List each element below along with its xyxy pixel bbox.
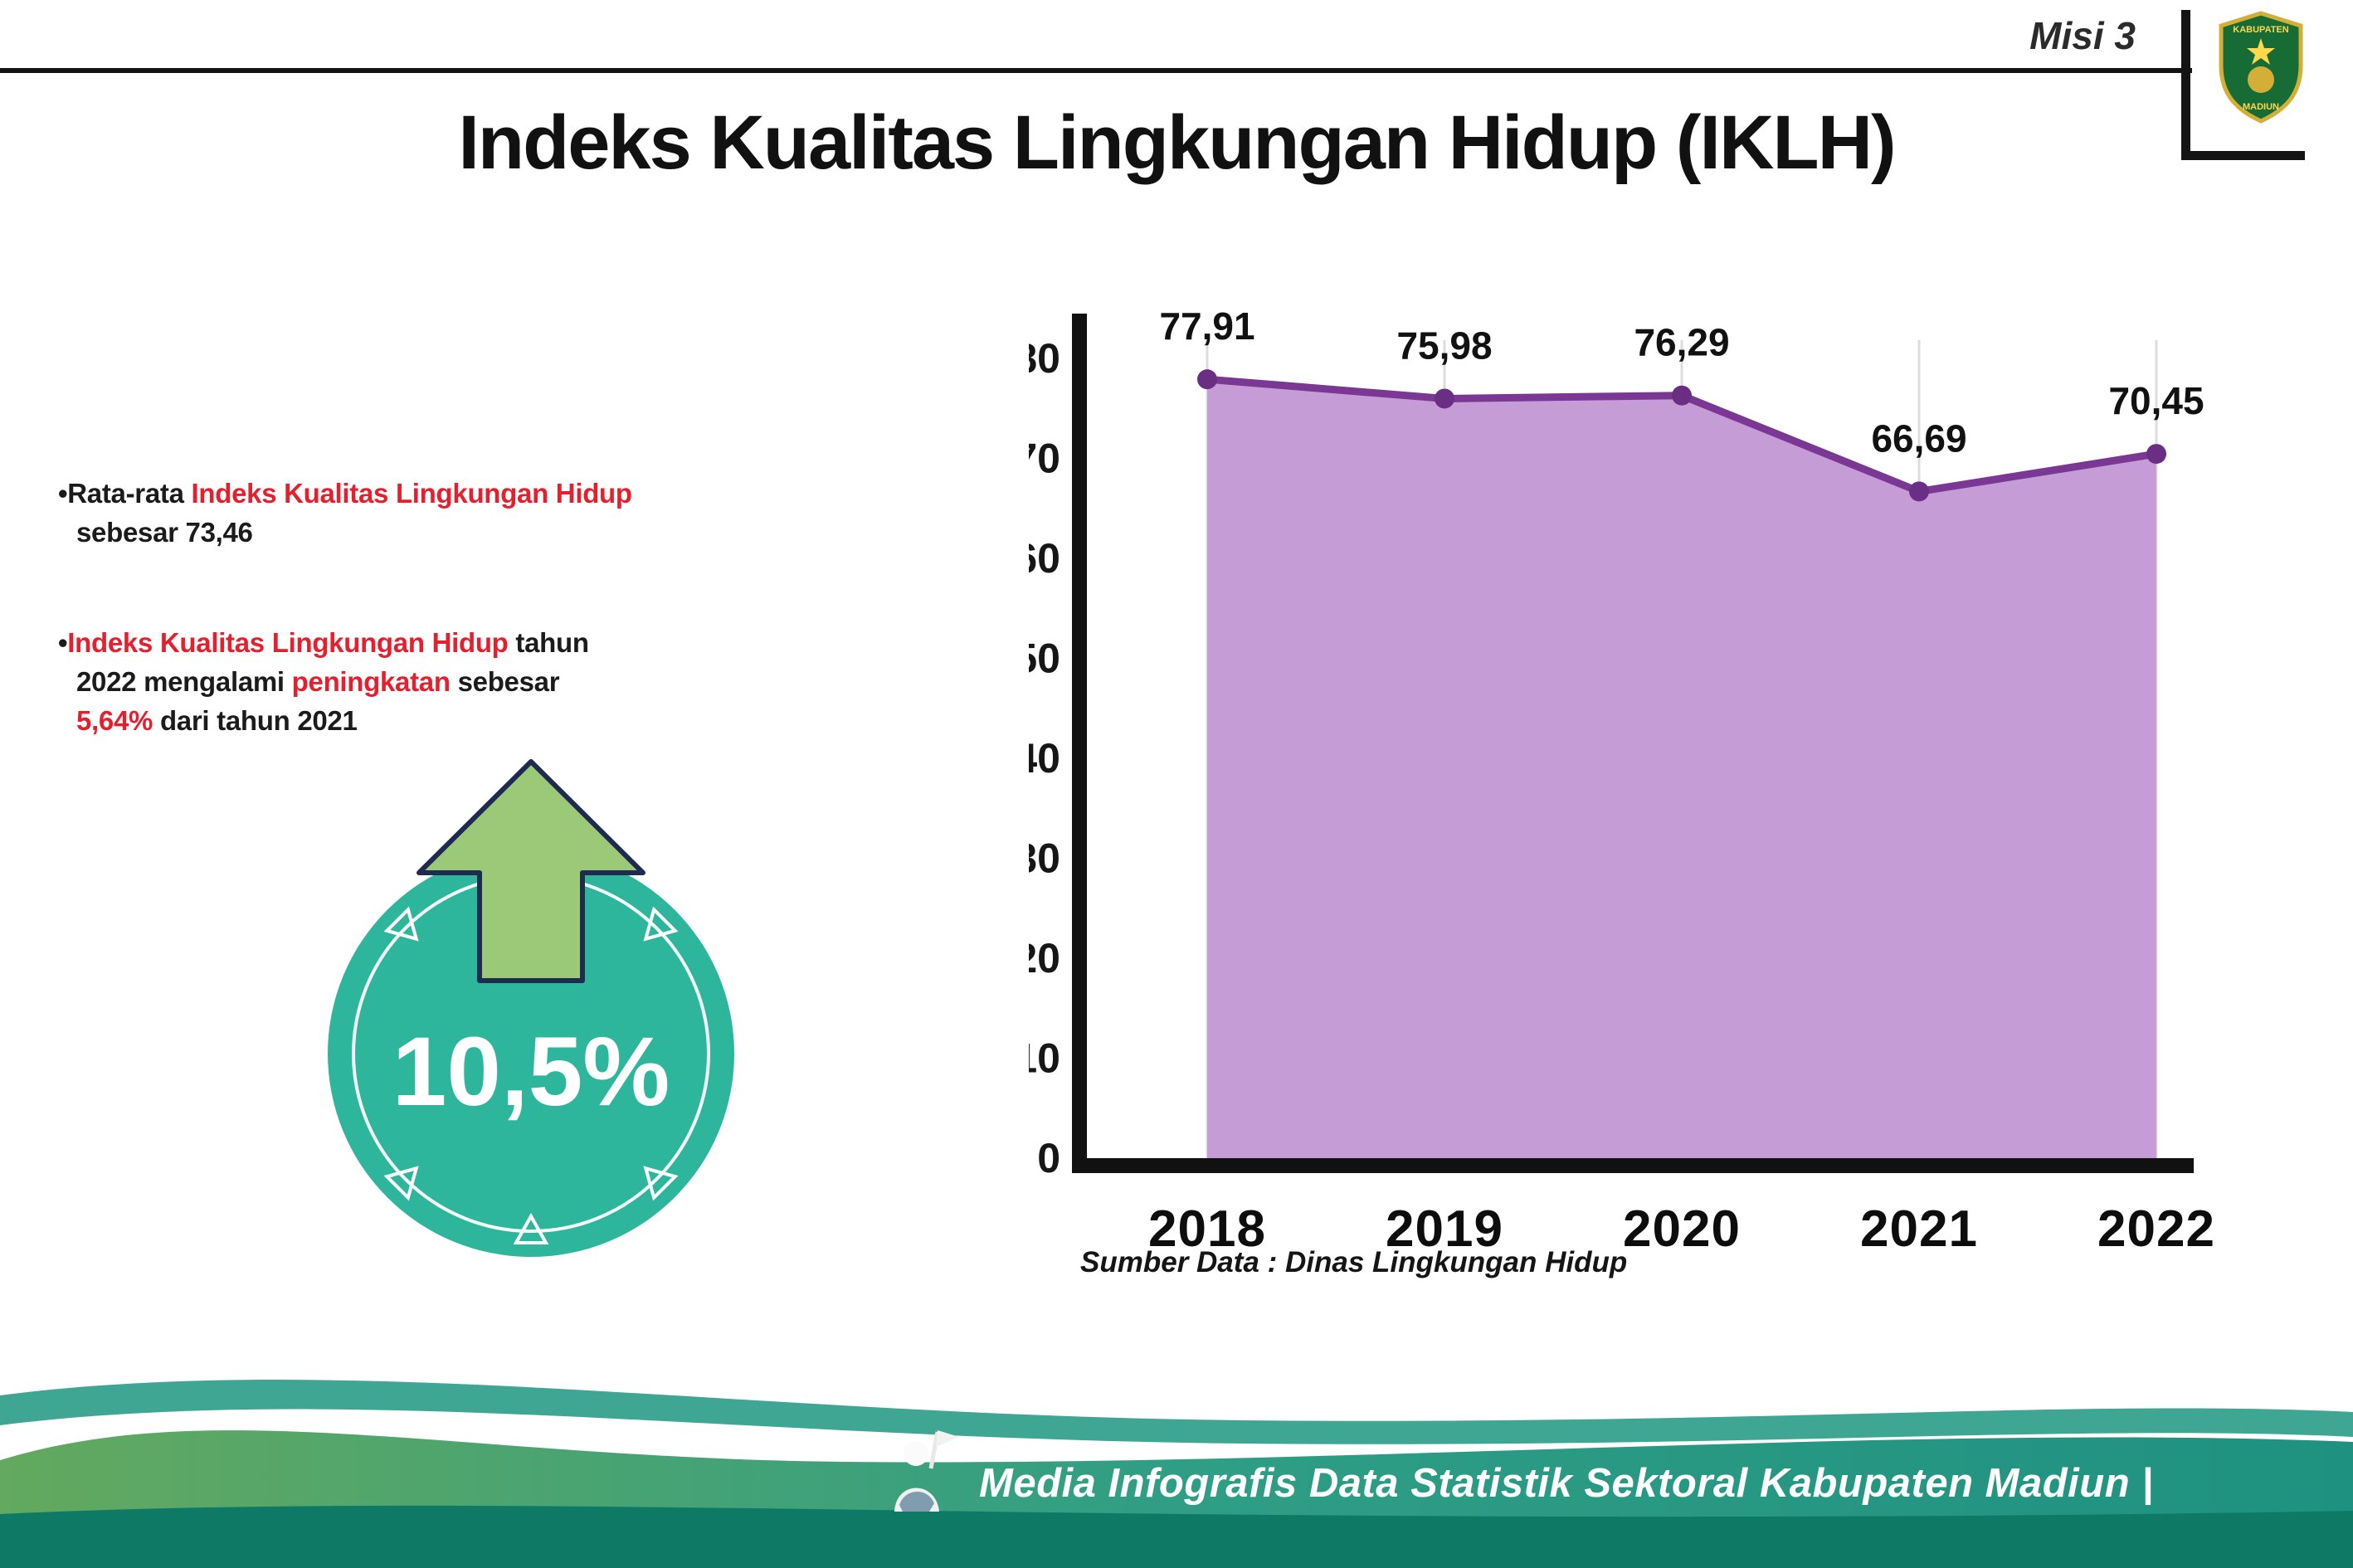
badge-percentage-value: 10,5%: [392, 1017, 670, 1127]
x-tick-label: 2018: [1148, 1200, 1266, 1258]
value-label: 66,69: [1871, 416, 1966, 460]
up-arrow-icon: [417, 759, 645, 983]
x-axis: [1072, 1158, 2194, 1173]
mascot-head: [904, 1441, 928, 1466]
bullet2-highlight-2: peningkatan: [291, 665, 451, 697]
coat-of-arms-icon: KABUPATEN MADIUN: [2219, 11, 2303, 124]
x-tick-label: 2019: [1386, 1200, 1503, 1258]
footer-credit: Media Infografis Data Statistik Sektoral…: [979, 1461, 2154, 1506]
data-point: [1435, 388, 1454, 409]
x-tick-label: 2022: [2097, 1200, 2215, 1258]
tick-triangle-icon: [383, 906, 419, 942]
mascot-icon: [894, 1430, 959, 1512]
bullet2-highlight-1: Indeks Kualitas Lingkungan Hidup: [67, 627, 509, 658]
emblem-center: [2248, 66, 2274, 93]
misi-label: Misi 3: [2029, 14, 2136, 57]
bullet2-text-3: dari tahun 2021: [153, 704, 358, 736]
footer-waves: [0, 1380, 2353, 1568]
y-tick-label: 80: [1029, 335, 1060, 382]
star-shape: [2247, 38, 2275, 65]
badge-circle: [328, 850, 734, 1257]
x-tick-label: 2020: [1623, 1200, 1741, 1258]
value-label: 76,29: [1634, 321, 1729, 364]
bullet-average-iklh: •Rata-rata Indeks Kualitas Lingkungan Hi…: [58, 475, 641, 553]
data-point: [1909, 481, 1929, 502]
tick-triangle-icon: [383, 1166, 419, 1201]
tick-triangle-icon: [643, 1166, 679, 1201]
y-tick-label: 10: [1029, 1035, 1060, 1082]
y-tick-label: 40: [1029, 735, 1060, 782]
tick-triangle-icon: [643, 906, 679, 942]
bullet-dot: •: [58, 627, 68, 658]
wave-ribbon: [0, 1380, 2353, 1444]
source-note: Sumber Data : Dinas Lingkungan Hidup: [1080, 1246, 1628, 1278]
value-label: 75,98: [1396, 324, 1492, 367]
logo-bottom-text: MADIUN: [2243, 102, 2279, 112]
data-point: [2146, 444, 2166, 465]
bullet1-highlight: Indeks Kualitas Lingkungan Hidup: [191, 478, 633, 509]
bullet-increase-2022: •Indeks Kualitas Lingkungan Hidup tahun …: [58, 624, 641, 741]
value-label: 70,45: [2108, 379, 2204, 422]
area-fill: [1207, 379, 2156, 1158]
wave-dark-band: [0, 1505, 2353, 1568]
y-tick-label: 30: [1029, 835, 1060, 882]
kabupaten-madiun-logo: KABUPATEN MADIUN: [2181, 10, 2305, 160]
value-label: 77,91: [1159, 304, 1254, 348]
y-axis: [1072, 314, 1087, 1173]
flag-pole: [928, 1431, 940, 1469]
bullet2-text-2: sebesar: [450, 665, 560, 697]
header-divider-line: [0, 68, 2192, 73]
flag-shape: [936, 1430, 959, 1447]
tick-triangle-icon: [513, 1212, 549, 1244]
bullet1-text-pre: Rata-rata: [67, 478, 192, 509]
logo-top-text: KABUPATEN: [2233, 25, 2288, 35]
iklh-area-chart: 77,91 75,98 76,29 66,69 70,45 0 10 20 30 40 50 60 70…: [1029, 304, 2215, 1258]
mascot-accent: [899, 1491, 934, 1512]
bullet-dot: •: [58, 478, 68, 509]
y-tick-label: 70: [1029, 436, 1060, 482]
x-tick-label: 2021: [1860, 1200, 1978, 1258]
y-tick-label: 20: [1029, 935, 1060, 981]
data-point: [1672, 385, 1692, 406]
bullet2-highlight-3: 5,64%: [76, 704, 153, 736]
page-title: Indeks Kualitas Lingkungan Hidup (IKLH): [458, 100, 1896, 185]
bullet1-text-post: sebesar 73,46: [76, 516, 253, 548]
bullet2-text-1: tahun 2022 mengalami: [76, 627, 589, 697]
y-tick-label: 0: [1037, 1135, 1060, 1181]
percentage-badge: 10,5%: [328, 759, 734, 1257]
y-tick-label: 60: [1029, 535, 1060, 582]
data-point: [1197, 369, 1217, 390]
y-tick-label: 50: [1029, 635, 1060, 682]
